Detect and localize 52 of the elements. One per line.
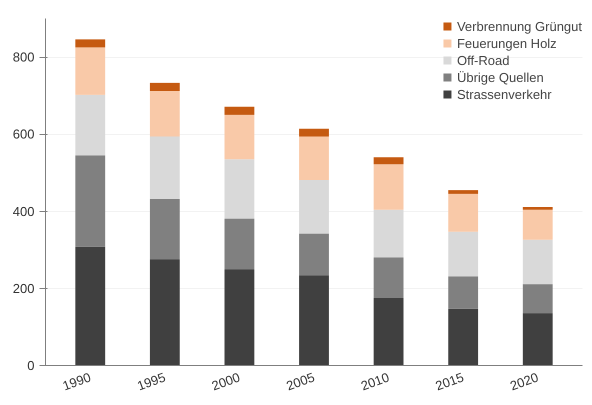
bar [448, 276, 478, 309]
bar [374, 157, 404, 164]
x-tick-label: 1990 [60, 369, 93, 394]
bar [150, 82, 180, 91]
bar [224, 114, 254, 160]
legend-label: Feuerungen Holz [456, 35, 557, 51]
bar [448, 308, 478, 366]
y-tick-label: 600 [12, 126, 35, 142]
x-tick-label: 2000 [210, 369, 242, 394]
bar [224, 159, 254, 219]
bar [150, 136, 180, 199]
bar [374, 210, 404, 258]
bar [299, 136, 329, 180]
bar [150, 90, 180, 136]
bar [224, 106, 254, 115]
bar [224, 269, 254, 366]
bar [522, 210, 553, 240]
bar [374, 258, 404, 298]
bar [299, 180, 329, 234]
y-tick-label: 200 [12, 280, 35, 296]
x-tick-label: 2005 [284, 369, 317, 394]
bar [522, 240, 553, 284]
bar [522, 284, 553, 314]
bar [522, 313, 553, 366]
bar [75, 47, 106, 95]
legend-label: Off-Road [456, 52, 510, 68]
y-tick-label: 400 [12, 204, 35, 219]
bar [75, 94, 106, 156]
x-tick-label: 2015 [433, 369, 466, 394]
y-tick-label: 0 [27, 358, 35, 373]
bar [448, 194, 478, 232]
bar [150, 198, 180, 260]
bar [448, 190, 478, 194]
legend-label: Verbrennung Grüngut [456, 18, 582, 34]
bar [374, 164, 404, 210]
legend-label: Übrige Quellen [456, 69, 544, 85]
bar [150, 259, 180, 366]
x-tick-label: 2020 [508, 369, 540, 394]
legend-label: Strassenverkehr [456, 86, 552, 102]
bar [75, 39, 106, 48]
bar [299, 275, 329, 366]
bar [448, 232, 478, 276]
bar [224, 218, 254, 270]
bar [374, 298, 404, 366]
bar [299, 128, 329, 136]
y-tick-label: 800 [12, 50, 35, 65]
x-tick-label: 2010 [358, 369, 392, 394]
bar [299, 234, 329, 276]
bar [522, 207, 553, 210]
x-tick-label: 1995 [135, 369, 168, 394]
bar [75, 155, 106, 247]
bar [75, 246, 106, 366]
